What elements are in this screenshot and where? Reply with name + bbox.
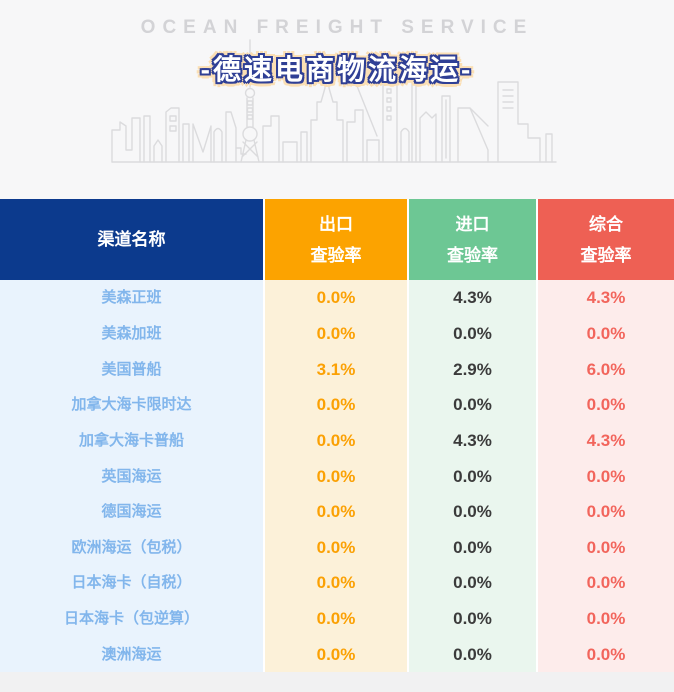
column-export-body: 0.0% 0.0% 3.1% 0.0% 0.0% 0.0% 0.0% 0.0% …	[265, 280, 407, 672]
channel-name: 美森正班	[101, 289, 162, 307]
header-line: 查验率	[580, 245, 632, 265]
overall-rate-value: 6.0%	[586, 359, 626, 379]
overall-rate-value: 0.0%	[586, 466, 626, 486]
column-header-channel: 渠道名称	[0, 199, 263, 280]
overall-rate-value: 0.0%	[586, 323, 626, 343]
import-rate-value: 0.0%	[453, 537, 492, 557]
channel-name: 德国海运	[101, 503, 162, 521]
overall-rate-value: 0.0%	[586, 502, 626, 522]
channel-name: 英国海运	[101, 467, 162, 485]
export-rate-value: 0.0%	[316, 609, 356, 629]
page-title: -德速电商物流海运-	[200, 54, 474, 85]
export-rate-value: 0.0%	[316, 537, 356, 557]
import-rate-value: 0.0%	[453, 609, 492, 629]
export-rate-value: 0.0%	[316, 644, 356, 664]
header-line: 查验率	[447, 245, 498, 265]
banner: OCEAN FREIGHT SERVICE -德速电商物流海运-	[0, 0, 674, 199]
column-channel-body: 美森正班 美森加班 美国普船 加拿大海卡限时达 加拿大海卡普船 英国海运 德国海…	[0, 280, 263, 672]
import-rate-value: 0.0%	[453, 573, 492, 593]
overall-rate-value: 4.3%	[586, 430, 626, 450]
import-rate-value: 0.0%	[453, 466, 492, 486]
export-rate-value: 0.0%	[316, 395, 356, 415]
column-overall-body: 4.3% 0.0% 6.0% 0.0% 4.3% 0.0% 0.0% 0.0% …	[538, 280, 674, 672]
column-header-import-rate: 进口 查验率	[409, 199, 536, 280]
channel-name: 日本海卡（自税）	[71, 574, 192, 592]
inspection-rate-table: 渠道名称 美森正班 美森加班 美国普船 加拿大海卡限时达 加拿大海卡普船 英国海…	[0, 199, 674, 672]
column-export-rate: 出口 查验率 0.0% 0.0% 3.1% 0.0% 0.0% 0.0% 0.0…	[265, 199, 407, 672]
overall-rate-value: 0.0%	[586, 609, 626, 629]
export-rate-value: 0.0%	[316, 466, 356, 486]
export-rate-value: 0.0%	[316, 430, 356, 450]
import-rate-value: 2.9%	[453, 359, 492, 379]
import-rate-value: 0.0%	[453, 502, 492, 522]
city-skyline-icon	[111, 39, 557, 163]
export-rate-value: 0.0%	[316, 502, 356, 522]
header-line: 出口	[319, 214, 353, 234]
overall-rate-value: 0.0%	[586, 395, 626, 415]
overall-rate-value: 0.0%	[586, 537, 626, 557]
column-import-body: 4.3% 0.0% 2.9% 0.0% 4.3% 0.0% 0.0% 0.0% …	[409, 280, 536, 672]
column-header-overall-rate: 综合 查验率	[538, 199, 674, 280]
banner-subtitle: OCEAN FREIGHT SERVICE	[140, 17, 534, 38]
channel-name: 美森加班	[101, 324, 162, 342]
footer-strip	[0, 672, 674, 692]
import-rate-value: 4.3%	[453, 288, 492, 308]
overall-rate-value: 0.0%	[586, 644, 626, 664]
header-line: 综合	[589, 214, 623, 234]
channel-name: 美国普船	[101, 360, 162, 378]
export-rate-value: 0.0%	[316, 288, 356, 308]
export-rate-value: 3.1%	[316, 359, 356, 379]
column-import-rate: 进口 查验率 4.3% 0.0% 2.9% 0.0% 4.3% 0.0% 0.0…	[409, 199, 536, 672]
column-channel: 渠道名称 美森正班 美森加班 美国普船 加拿大海卡限时达 加拿大海卡普船 英国海…	[0, 199, 263, 672]
overall-rate-value: 4.3%	[586, 288, 626, 308]
export-rate-value: 0.0%	[316, 573, 356, 593]
export-rate-value: 0.0%	[316, 323, 356, 343]
column-header-export-rate: 出口 查验率	[265, 199, 407, 280]
channel-name: 加拿大海卡普船	[78, 431, 184, 449]
channel-name: 加拿大海卡限时达	[71, 396, 192, 414]
overall-rate-value: 0.0%	[586, 573, 626, 593]
channel-name: 日本海卡（包逆算）	[63, 610, 199, 628]
import-rate-value: 4.3%	[453, 430, 492, 450]
header-line: 进口	[455, 214, 490, 234]
channel-name: 欧洲海运（包税）	[71, 538, 192, 556]
channel-name: 澳洲海运	[101, 645, 162, 663]
header-line: 查验率	[310, 245, 362, 265]
import-rate-value: 0.0%	[453, 644, 492, 664]
import-rate-value: 0.0%	[453, 323, 492, 343]
import-rate-value: 0.0%	[453, 395, 492, 415]
column-overall-rate: 综合 查验率 4.3% 0.0% 6.0% 0.0% 4.3% 0.0% 0.0…	[538, 199, 674, 672]
